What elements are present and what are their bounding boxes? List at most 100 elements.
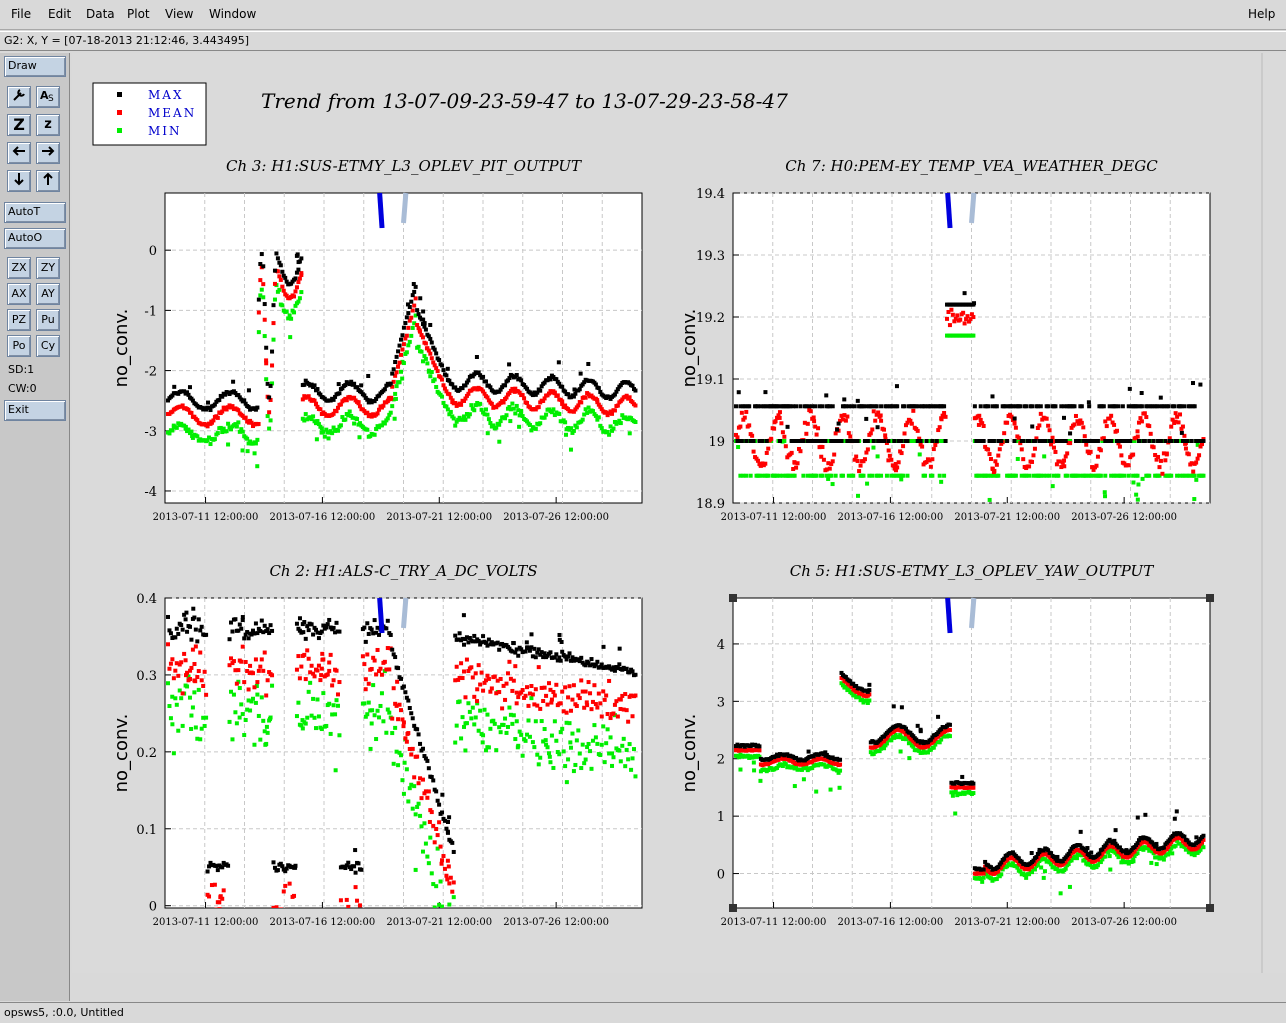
- data-point: [391, 686, 396, 691]
- data-point: [166, 398, 170, 403]
- po-button[interactable]: Po: [7, 335, 31, 357]
- data-point: [875, 425, 880, 430]
- plot-panel-3[interactable]: Ch 2: H1:ALS-C_TRY_A_DC_VOLTS0.40.30.20.…: [111, 562, 643, 973]
- data-point: [246, 687, 251, 692]
- data-point: [524, 640, 529, 645]
- data-point: [366, 631, 371, 636]
- pu-button[interactable]: Pu: [36, 309, 60, 331]
- data-point: [1060, 859, 1065, 864]
- data-point: [482, 680, 487, 685]
- menu-file[interactable]: File: [11, 7, 32, 21]
- data-point: [623, 692, 628, 697]
- zy-button[interactable]: ZY: [36, 257, 60, 279]
- data-point: [1136, 838, 1141, 843]
- data-point: [593, 413, 598, 418]
- data-point: [182, 612, 187, 617]
- menu-edit[interactable]: Edit: [48, 7, 72, 21]
- data-point: [211, 418, 216, 423]
- data-point: [879, 746, 884, 751]
- menu-data[interactable]: Data: [86, 7, 115, 21]
- pz-button[interactable]: PZ: [7, 309, 31, 331]
- data-point: [319, 673, 324, 678]
- data-point: [617, 748, 622, 753]
- data-point: [1166, 844, 1171, 849]
- data-point: [311, 671, 316, 676]
- data-point: [429, 340, 434, 345]
- data-point: [903, 423, 908, 428]
- data-point: [207, 894, 212, 899]
- ay-button[interactable]: AY: [36, 283, 60, 305]
- data-point: [176, 728, 181, 733]
- menu-plot[interactable]: Plot: [127, 7, 150, 21]
- pan-down-button[interactable]: [7, 170, 31, 192]
- data-point: [483, 678, 488, 683]
- data-point: [744, 473, 749, 478]
- plot-title: Ch 3: H1:SUS-ETMY_L3_OPLEV_PIT_OUTPUT: [226, 157, 582, 175]
- pan-right-button[interactable]: [36, 142, 60, 164]
- data-point: [1038, 411, 1043, 416]
- ax-button[interactable]: AX: [7, 283, 31, 305]
- selection-handle[interactable]: [729, 904, 737, 912]
- zoom-out-button[interactable]: Z: [7, 114, 31, 136]
- data-point: [253, 700, 258, 705]
- data-point: [240, 712, 245, 717]
- data-point: [303, 721, 308, 726]
- data-point: [378, 703, 383, 708]
- data-point: [605, 727, 610, 732]
- zoom-in-button[interactable]: z: [36, 114, 60, 136]
- data-point: [330, 712, 335, 717]
- selection-handle[interactable]: [1206, 904, 1214, 912]
- data-point: [958, 317, 963, 322]
- data-point: [1027, 473, 1032, 478]
- data-point: [1095, 863, 1100, 868]
- data-point: [1135, 815, 1140, 820]
- data-point: [899, 451, 904, 456]
- data-point: [369, 721, 374, 726]
- data-point: [962, 291, 967, 296]
- plot-panel-4[interactable]: Ch 5: H1:SUS-ETMY_L3_OPLEV_YAW_OUTPUT432…: [679, 562, 1214, 928]
- draw-button[interactable]: Draw: [4, 56, 66, 77]
- menu-view[interactable]: View: [165, 7, 194, 21]
- cursor-tool-button[interactable]: [7, 86, 31, 108]
- autoo-button[interactable]: AutoO: [4, 228, 66, 249]
- data-point: [1062, 404, 1067, 409]
- cy-button[interactable]: Cy: [36, 335, 60, 357]
- data-point: [166, 681, 170, 686]
- data-point: [393, 655, 398, 660]
- pan-left-button[interactable]: [7, 142, 31, 164]
- selection-handle[interactable]: [729, 594, 737, 602]
- data-point: [1198, 847, 1203, 852]
- menu-window[interactable]: Window: [209, 7, 257, 21]
- data-point: [1046, 848, 1051, 853]
- data-point: [185, 670, 190, 675]
- autot-button[interactable]: AutoT: [4, 202, 66, 223]
- data-point: [275, 289, 280, 294]
- data-point: [558, 701, 563, 706]
- exit-button[interactable]: Exit: [4, 400, 66, 421]
- graph-canvas[interactable]: MAX MEAN MIN Trend from 13-07-09-23-59-4…: [72, 53, 1286, 973]
- pan-up-button[interactable]: [36, 170, 60, 192]
- y-tick-label: 19: [708, 435, 725, 450]
- selection-handle[interactable]: [1206, 594, 1214, 602]
- data-point: [1030, 870, 1035, 875]
- data-point: [630, 400, 635, 405]
- data-point: [205, 869, 210, 874]
- data-point: [357, 404, 362, 409]
- data-point: [1104, 841, 1109, 846]
- data-point: [1144, 415, 1149, 420]
- zx-button[interactable]: ZX: [7, 257, 31, 279]
- data-point: [896, 735, 901, 740]
- data-point: [261, 668, 266, 673]
- plot-panel-2[interactable]: Ch 7: H0:PEM-EY_TEMP_VEA_WEATHER_DEGC19.…: [679, 157, 1211, 523]
- data-point: [618, 759, 623, 764]
- data-point: [1186, 473, 1191, 478]
- data-point: [1005, 439, 1010, 443]
- data-point: [939, 417, 944, 422]
- plot-panel-1[interactable]: Ch 3: H1:SUS-ETMY_L3_OPLEV_PIT_OUTPUT0-1…: [111, 157, 643, 523]
- data-point: [173, 696, 178, 701]
- data-point: [440, 792, 445, 797]
- data-point: [1015, 865, 1020, 870]
- data-point: [170, 393, 175, 398]
- menu-help[interactable]: Help: [1248, 7, 1276, 21]
